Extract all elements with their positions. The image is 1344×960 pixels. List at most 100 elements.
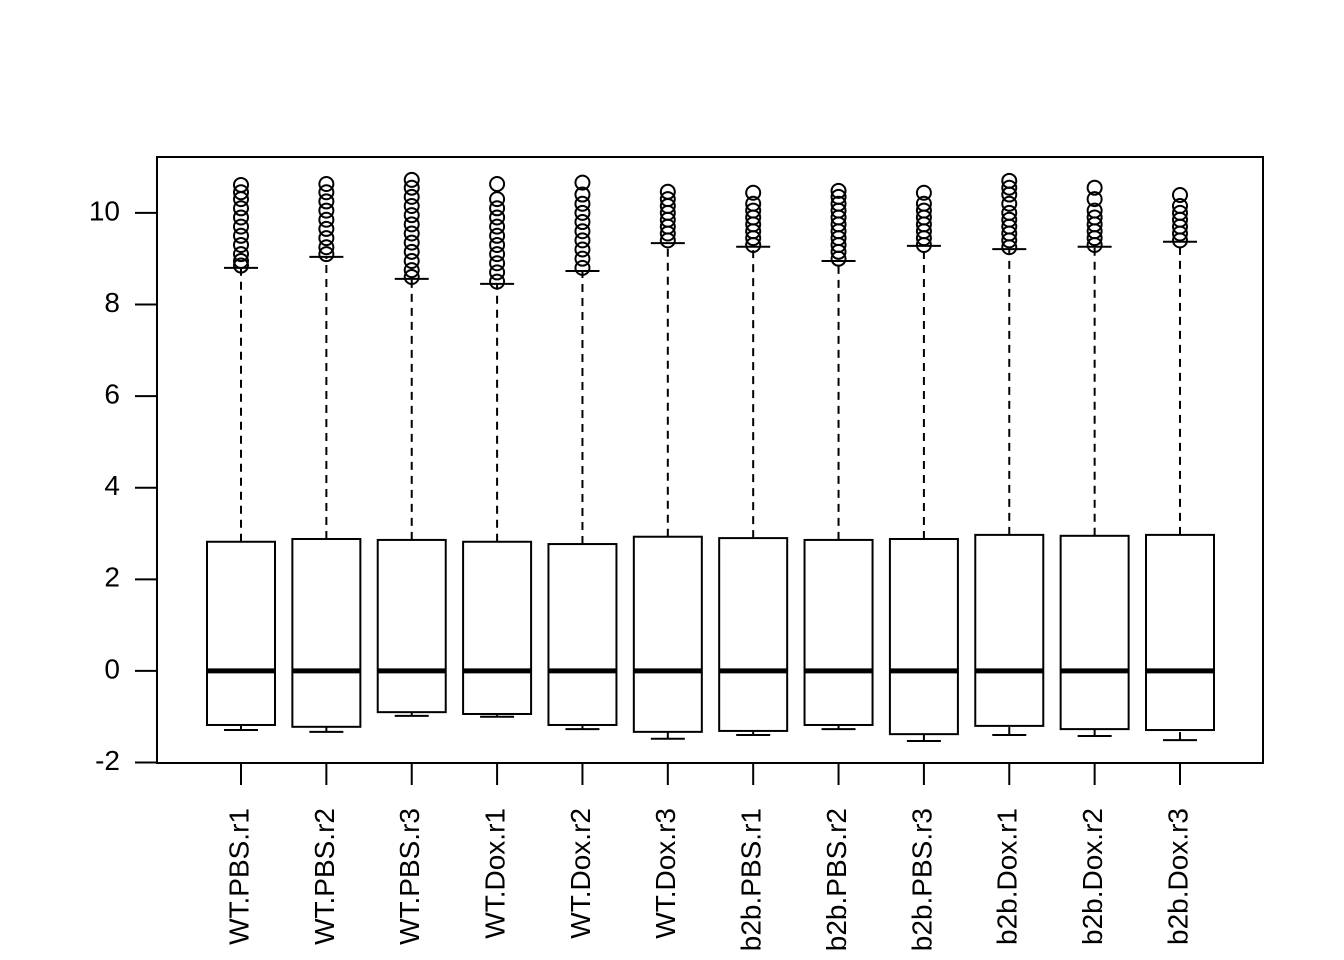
- outlier: [1001, 195, 1018, 212]
- box: [632, 535, 703, 733]
- outlier: [915, 195, 932, 212]
- outlier: [233, 227, 249, 244]
- outlier: [403, 171, 420, 188]
- outlier: [489, 236, 506, 253]
- outlier: [574, 223, 591, 240]
- x-tick-label: WT.Dox.r2: [565, 808, 596, 939]
- outlier: [403, 216, 420, 233]
- outlier: [403, 262, 420, 279]
- plot-frame: [156, 156, 1264, 764]
- outlier: [830, 182, 847, 199]
- outlier: [318, 184, 335, 201]
- outlier: [574, 259, 591, 276]
- y-tick-label: 10: [89, 195, 120, 226]
- outlier: [1172, 204, 1188, 221]
- outlier: [574, 195, 591, 212]
- outlier: [403, 234, 420, 251]
- outlier: [318, 176, 335, 193]
- outlier: [745, 184, 762, 201]
- y-tick-label: 8: [104, 287, 120, 318]
- box: [1059, 534, 1130, 731]
- x-tick-label: b2b.Dox.r1: [992, 808, 1023, 945]
- outlier: [403, 198, 420, 215]
- box: [888, 538, 959, 736]
- outlier: [830, 195, 847, 212]
- outlier: [233, 257, 249, 274]
- outlier: [489, 191, 506, 208]
- outlier: [233, 252, 249, 269]
- outlier: [318, 202, 335, 219]
- outlier: [1001, 179, 1018, 196]
- outlier: [1001, 211, 1018, 228]
- outlier: [574, 232, 591, 249]
- outlier: [403, 243, 420, 260]
- outlier: [659, 191, 676, 208]
- outlier: [1086, 179, 1103, 196]
- outlier: [233, 176, 249, 193]
- outlier: [318, 220, 335, 237]
- outlier: [233, 184, 249, 201]
- outlier: [489, 200, 506, 217]
- outlier: [403, 207, 420, 224]
- outlier: [489, 218, 506, 235]
- box: [462, 540, 533, 715]
- outlier: [745, 202, 762, 219]
- box: [206, 540, 276, 726]
- outlier: [574, 204, 591, 221]
- outlier: [318, 193, 335, 210]
- outlier: [489, 264, 506, 281]
- outlier: [489, 255, 506, 272]
- box: [718, 537, 789, 732]
- outlier: [233, 218, 249, 235]
- outlier: [574, 174, 591, 191]
- x-tick-label: b2b.PBS.r2: [821, 808, 852, 951]
- x-tick-label: WT.PBS.r1: [223, 808, 254, 945]
- outlier: [403, 179, 420, 196]
- outlier: [574, 250, 591, 267]
- outlier: [574, 186, 591, 203]
- y-tick-label: 4: [104, 470, 120, 501]
- box: [974, 533, 1045, 727]
- box: [1145, 533, 1215, 732]
- outlier: [574, 214, 591, 231]
- outlier: [403, 225, 420, 242]
- x-tick-label: b2b.PBS.r1: [736, 808, 767, 951]
- outlier: [915, 184, 932, 201]
- outlier: [489, 176, 506, 193]
- outlier: [318, 239, 335, 256]
- outlier: [233, 236, 249, 253]
- outlier: [403, 188, 420, 205]
- outlier: [915, 202, 932, 219]
- box: [547, 543, 618, 726]
- outlier: [233, 246, 249, 263]
- outlier: [1001, 172, 1018, 189]
- x-tick-label: b2b.Dox.r2: [1077, 808, 1108, 945]
- outlier: [318, 211, 335, 228]
- outlier: [233, 209, 249, 226]
- outlier: [1086, 191, 1103, 208]
- x-tick-label: WT.PBS.r2: [309, 808, 340, 945]
- x-tick-label: WT.PBS.r3: [394, 808, 425, 945]
- box: [803, 538, 874, 726]
- box: [291, 538, 362, 728]
- outlier: [574, 241, 591, 258]
- outlier: [745, 195, 762, 212]
- outlier: [830, 188, 847, 205]
- outlier: [489, 227, 506, 244]
- outlier: [1086, 202, 1103, 219]
- outlier: [318, 230, 335, 247]
- y-tick-label: 2: [104, 562, 120, 593]
- outlier: [489, 246, 506, 263]
- x-tick-label: WT.Dox.r1: [479, 808, 510, 939]
- outlier: [1001, 204, 1018, 221]
- outlier: [489, 273, 506, 290]
- y-tick-label: 0: [104, 653, 120, 684]
- outlier: [318, 246, 335, 263]
- outlier: [233, 200, 249, 217]
- y-tick-label: 6: [104, 378, 120, 409]
- box: [376, 538, 447, 714]
- outlier: [403, 269, 420, 286]
- outlier: [1086, 209, 1103, 226]
- outlier: [489, 209, 506, 226]
